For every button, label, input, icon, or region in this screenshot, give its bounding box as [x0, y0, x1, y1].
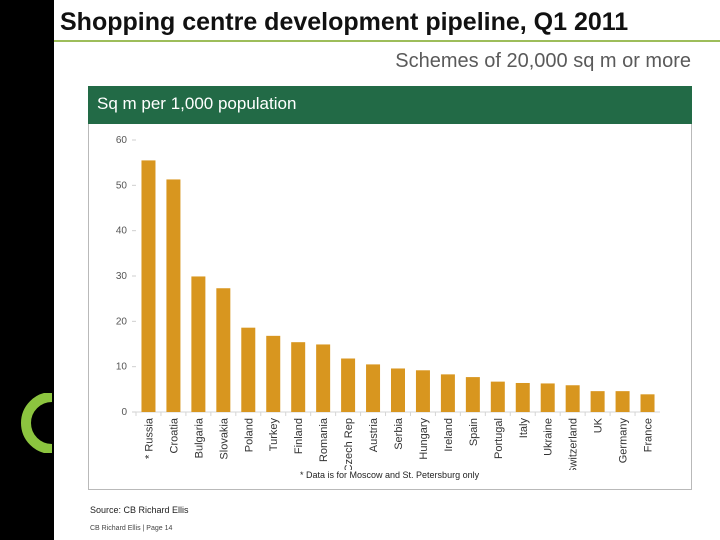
bar [341, 358, 356, 412]
bar [266, 335, 281, 412]
bar [490, 381, 505, 412]
chart-header: Sq m per 1,000 population [88, 86, 692, 124]
x-tick-label: Romania [318, 417, 330, 462]
x-tick-label: Germany [618, 418, 630, 464]
bar [565, 385, 580, 412]
bar [440, 374, 455, 412]
y-tick-label: 60 [116, 135, 128, 146]
title-divider [54, 40, 720, 42]
x-tick-label: Poland [243, 418, 255, 452]
bar [465, 377, 480, 412]
x-tick-label: Czech Rep [343, 418, 355, 470]
source-note: Source: CB Richard Ellis [90, 505, 189, 515]
bar [415, 370, 430, 412]
x-tick-label: Spain [468, 418, 480, 446]
bar [615, 391, 630, 412]
bar [640, 394, 655, 412]
y-tick-label: 0 [121, 407, 127, 418]
bar [366, 364, 381, 412]
page-footer: CB Richard Ellis | Page 14 [90, 525, 173, 532]
y-tick-label: 30 [116, 271, 128, 282]
bar [141, 160, 156, 412]
chart-title: Sq m per 1,000 population [97, 94, 297, 113]
y-tick-label: 40 [116, 226, 128, 237]
x-tick-label: Bulgaria [193, 417, 205, 458]
bar [191, 276, 206, 412]
x-tick-label: Hungary [418, 418, 430, 460]
x-tick-label: * Russia [143, 417, 155, 459]
bar [590, 391, 605, 412]
x-tick-label: Austria [368, 417, 380, 452]
left-accent-bar [0, 0, 54, 540]
x-tick-label: Slovakia [218, 417, 230, 459]
y-tick-label: 10 [116, 362, 128, 373]
chart-frame [88, 86, 692, 490]
bar [216, 288, 231, 412]
chart-footnote: * Data is for Moscow and St. Petersburg … [300, 470, 480, 480]
bar [291, 342, 306, 412]
bar [166, 179, 181, 412]
x-tick-label: Ukraine [543, 418, 555, 456]
bar [391, 368, 405, 412]
x-tick-label: Croatia [168, 417, 180, 453]
bar [540, 383, 555, 412]
x-tick-label: Turkey [268, 418, 280, 452]
y-tick-label: 20 [116, 316, 128, 327]
x-tick-label: Ireland [443, 418, 455, 452]
x-tick-label: UK [593, 417, 605, 433]
slide-subtitle: Schemes of 20,000 sq m or more [395, 50, 691, 72]
x-tick-label: Portugal [493, 418, 505, 459]
x-tick-label: Switzerland [568, 418, 580, 470]
bar [316, 344, 331, 412]
x-tick-label: France [643, 418, 655, 452]
bar [515, 382, 530, 412]
bar-chart: 0 10 20 30 40 50 60 * Russia Croatia Bulgaria Slov… [116, 135, 660, 470]
bar [241, 327, 256, 412]
x-tick-label: Finland [293, 418, 305, 454]
y-tick-label: 50 [116, 180, 128, 191]
slide-title: Shopping centre development pipeline, Q1… [60, 8, 629, 36]
x-tick-label: Italy [518, 418, 530, 439]
brand-ring-icon [21, 393, 53, 453]
x-tick-label: Serbia [393, 417, 405, 450]
